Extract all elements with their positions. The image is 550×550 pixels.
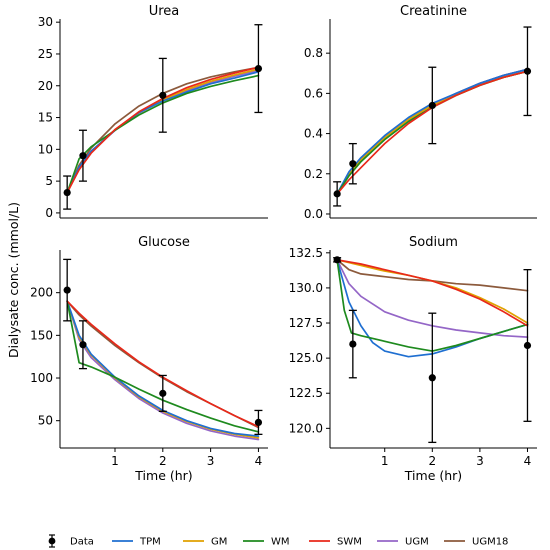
legend-label: WM [271, 537, 290, 548]
y-tick-label: 0 [45, 206, 53, 220]
y-tick-label: 127.5 [289, 316, 323, 330]
data-point [159, 91, 167, 99]
legend-label: Data [70, 537, 94, 548]
y-tick-label: 100 [30, 371, 53, 385]
data-point [254, 418, 263, 426]
data-point [428, 374, 436, 382]
x-tick-label: 3 [476, 454, 484, 468]
x-tick-label: 1 [381, 454, 389, 468]
legend-item-wm: WM [243, 537, 290, 548]
data-point [333, 256, 341, 264]
y-tick-label: 200 [30, 286, 53, 300]
panel-title: Glucose [138, 235, 190, 250]
y-tick-label: 50 [38, 414, 53, 428]
data-point [333, 190, 341, 198]
panel-title: Creatinine [400, 4, 467, 19]
x-tick-label: 4 [524, 454, 532, 468]
legend-marker-icon [48, 537, 56, 545]
y-tick-label: 0.2 [304, 167, 323, 181]
panel-creatinine: Creatinine 0.0 0.2 0.4 0.6 0.8 [304, 4, 537, 221]
figure-y-axis-label: Dialysate conc. (mmol/L) [6, 202, 21, 358]
data-point [349, 160, 357, 168]
y-tick-label: 5 [45, 174, 53, 188]
legend-item-data: Data [48, 534, 94, 548]
panel-title: Sodium [409, 235, 458, 250]
legend-label: TPM [139, 537, 161, 548]
x-tick-label: 3 [207, 454, 215, 468]
y-tick-label: 0.4 [304, 127, 323, 141]
data-point [63, 286, 71, 294]
legend-item-ugm: UGM [377, 537, 429, 548]
x-tick-label: 4 [255, 454, 263, 468]
y-tick-label: 0.8 [304, 46, 323, 60]
data-point [428, 101, 436, 110]
series-line-ugm [66, 300, 260, 441]
y-tick-label: 120.0 [289, 421, 323, 435]
series-line-swm [66, 300, 260, 428]
y-tick-label: 20 [38, 79, 53, 93]
legend-label: UGM18 [472, 537, 508, 548]
chart-panels: Urea 0 5 10 15 20 25 30 Creatinine 0.0 0.2 0.4 0.6 0.… [30, 4, 537, 483]
y-tick-label: 30 [38, 15, 53, 29]
y-tick-label: 125.0 [289, 351, 323, 365]
data-point [79, 341, 87, 349]
legend: Data TPM GM WM SWM UGM UGM18 [48, 534, 508, 548]
legend-label: GM [211, 537, 227, 548]
y-tick-label: 15 [38, 111, 53, 125]
data-point [523, 341, 532, 350]
data-point [254, 64, 263, 73]
y-tick-label: 0.6 [304, 86, 323, 100]
legend-item-swm: SWM [309, 537, 362, 548]
x-axis-label: Time (hr) [134, 468, 192, 483]
legend-item-tpm: TPM [112, 537, 161, 548]
series-line-swm [336, 70, 529, 195]
legend-label: UGM [405, 537, 429, 548]
y-tick-label: 10 [38, 142, 53, 156]
x-tick-label: 1 [111, 454, 119, 468]
y-tick-label: 122.5 [289, 386, 323, 400]
data-point [79, 152, 87, 160]
y-tick-label: 132.5 [289, 246, 323, 260]
series-line-wm [336, 258, 529, 352]
panel-urea: Urea 0 5 10 15 20 25 30 [38, 4, 268, 220]
data-point [159, 389, 167, 397]
series-line-ugm18 [336, 258, 529, 292]
series-line-tpm [66, 70, 260, 194]
panel-sodium: Sodium 120.0 122.5 125.0 127.5 130.0 132.5 1 2 3 4… [289, 235, 537, 483]
y-tick-label: 0.0 [304, 207, 323, 221]
data-point [523, 67, 532, 75]
y-tick-label: 25 [38, 47, 53, 61]
data-point [349, 340, 357, 348]
x-axis-label: Time (hr) [404, 468, 462, 483]
panel-title: Urea [149, 4, 180, 19]
y-tick-label: 130.0 [289, 281, 323, 295]
legend-item-gm: GM [183, 537, 227, 548]
series-line-swm [336, 258, 529, 327]
panel-glucose: Glucose 50 100 150 200 1 2 3 4 Time (hr) [30, 235, 268, 483]
series-line-swm [66, 66, 260, 194]
x-tick-label: 2 [428, 454, 436, 468]
y-tick-label: 150 [30, 328, 53, 342]
data-point [63, 188, 71, 197]
legend-label: SWM [337, 537, 362, 548]
x-tick-label: 2 [159, 454, 167, 468]
legend-item-ugm18: UGM18 [444, 537, 508, 548]
series-line-wm [66, 300, 260, 433]
